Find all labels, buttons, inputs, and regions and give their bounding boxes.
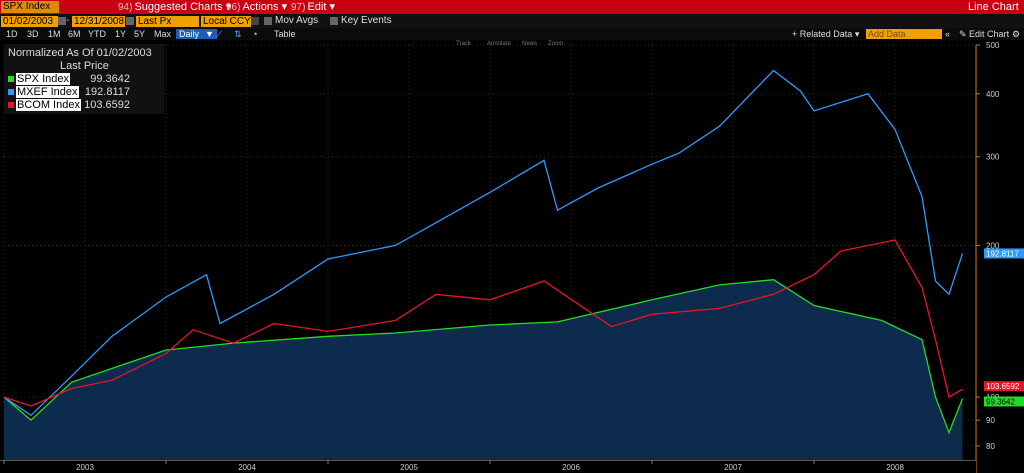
x-tick-label: 2004 (238, 463, 256, 472)
settings-toolbar: 01/02/2003 - 12/31/2008 Last Px Local CC… (0, 14, 1024, 28)
y-tick-label: 200 (986, 241, 1000, 250)
last-value-tag (984, 396, 1024, 407)
mov-avgs-checkbox[interactable] (264, 17, 272, 25)
add-data-input[interactable]: Add Data (866, 29, 942, 39)
zoom-tool[interactable]: Zoom (548, 41, 564, 47)
series-value: 103.6592 (84, 99, 130, 111)
menu-number: 94) (118, 2, 133, 13)
y-tick-label: 500 (986, 41, 1000, 50)
period-1m[interactable]: 1M (48, 29, 61, 39)
key-events-label: Key Events (341, 15, 392, 26)
calendar-icon[interactable] (126, 17, 134, 25)
caret-down-icon: ▾ (854, 29, 860, 39)
x-tick-label: 2006 (562, 463, 580, 472)
last-value-label: 103.6592 (986, 382, 1020, 391)
mov-avgs-label: Mov Avgs (275, 15, 319, 26)
dropdown-icon[interactable] (251, 17, 259, 25)
series-line-spx (3, 279, 964, 435)
x-tick-label: 2003 (76, 463, 94, 472)
period-1d[interactable]: 1D (6, 29, 18, 39)
caret-down-icon: ▾ (329, 1, 336, 13)
annotate-tool[interactable]: Annotate (487, 41, 512, 47)
last-value-tag (984, 248, 1024, 259)
caret-down-icon: ▾ (281, 1, 288, 13)
table-button[interactable]: Table (274, 29, 296, 39)
period-1y[interactable]: 1Y (115, 29, 127, 39)
x-axis-background (0, 460, 976, 473)
ticker-field[interactable]: SPX Index (1, 1, 59, 13)
calendar-icon[interactable] (58, 17, 66, 25)
legend-subtitle: Last Price (60, 60, 109, 72)
track-tool[interactable]: Track (456, 41, 471, 47)
legend-title: Normalized As Of 01/02/2003 (8, 47, 152, 59)
end-date-field[interactable]: 12/31/2008 (72, 16, 125, 27)
actions-menu[interactable]: 96) Actions ▾ (226, 0, 287, 15)
legend-item-bcom[interactable]: BCOM Index 103.6592 (8, 99, 158, 111)
spx-area-fill (4, 279, 963, 460)
y-tick-label: 400 (986, 90, 1000, 99)
key-events-checkbox[interactable] (330, 17, 338, 25)
edit-chart-label: Edit Chart (969, 29, 1010, 39)
suggested-charts-menu[interactable]: 94) Suggested Charts ▾ (118, 0, 231, 15)
series-swatch (8, 76, 14, 82)
period-5y[interactable]: 5Y (134, 29, 146, 39)
frequency-select[interactable]: Daily ▼ (176, 28, 217, 40)
chart-type-label: Line Chart (968, 1, 1019, 13)
caret-down-icon: ▼ (202, 29, 217, 39)
news-tool[interactable]: News (522, 41, 538, 47)
edit-chart-button[interactable]: ✎ Edit Chart (959, 28, 1009, 40)
field-select[interactable]: Last Px (136, 16, 199, 27)
line-style-icon[interactable]: ⟋ (216, 29, 223, 39)
collapse-icon[interactable]: « (945, 29, 951, 39)
series-name: SPX Index (16, 73, 70, 85)
caret-down-icon: ▾ (225, 1, 232, 13)
series-name: BCOM Index (16, 99, 81, 111)
last-value-label: 192.8117 (986, 249, 1019, 258)
last-value-label: 99.3642 (986, 397, 1015, 406)
y-tick-label: 80 (986, 442, 995, 451)
top-toolbar: SPX Index 94) Suggested Charts ▾ 96) Actio… (0, 0, 1024, 14)
menu-label: Actions (242, 1, 279, 13)
last-value-tag (984, 381, 1024, 392)
x-tick-label: 2008 (886, 463, 904, 472)
edit-menu[interactable]: 97) Edit ▾ (291, 0, 335, 15)
related-data-label: Related Data (799, 29, 853, 39)
related-data-menu[interactable]: + Related Data ▾ (792, 28, 859, 40)
series-value: 99.3642 (90, 73, 130, 85)
period-6m[interactable]: 6M (68, 29, 81, 39)
period-ytd[interactable]: YTD (88, 29, 106, 39)
y-tick-label: 300 (986, 153, 1000, 162)
bar-style-icon[interactable]: ⇅ (234, 29, 242, 39)
pencil-icon: ✎ (959, 29, 970, 39)
date-separator: - (66, 15, 70, 26)
frequency-label: Daily (176, 29, 203, 39)
menu-number: 97) (291, 2, 306, 13)
series-swatch (8, 102, 14, 108)
period-toolbar: 1D 3D 1M 6M YTD 1Y 5Y Max Daily ▼ ⟋ ⇅ • T… (0, 28, 1024, 40)
settings-icon[interactable]: ⚙ (1012, 29, 1021, 39)
menu-number: 96) (226, 2, 241, 13)
menu-label: Suggested Charts (134, 1, 223, 13)
series-line-mxef (3, 69, 964, 417)
series-value: 192.8117 (84, 86, 130, 98)
legend-item-mxef[interactable]: MXEF Index 192.8117 (8, 86, 158, 98)
plus-icon: + (792, 29, 800, 39)
period-max[interactable]: Max (154, 29, 172, 39)
y-tick-label: 90 (986, 416, 995, 425)
start-date-field[interactable]: 01/02/2003 (1, 16, 58, 27)
legend-item-spx[interactable]: SPX Index 99.3642 (8, 73, 158, 85)
series-swatch (8, 89, 14, 95)
x-tick-label: 2007 (724, 463, 742, 472)
chart-legend: Normalized As Of 01/02/2003 Last Price S… (4, 44, 164, 114)
x-tick-label: 2005 (400, 463, 418, 472)
currency-select[interactable]: Local CCY (201, 16, 251, 27)
menu-label: Edit (307, 1, 327, 13)
period-3d[interactable]: 3D (27, 29, 39, 39)
more-icon[interactable]: • (254, 29, 258, 39)
series-line-bcom (3, 239, 963, 407)
series-name: MXEF Index (16, 86, 79, 98)
line-chart[interactable]: 5004003002001009080 20032004200520062007… (0, 40, 1024, 473)
